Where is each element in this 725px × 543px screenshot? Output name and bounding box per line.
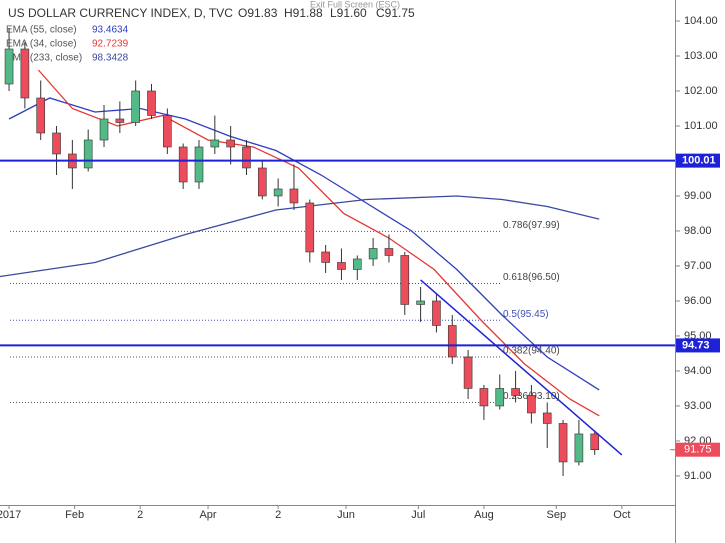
x-tick-label: Oct bbox=[613, 509, 630, 521]
x-tick-label: 2 bbox=[137, 509, 143, 521]
candle-body bbox=[558, 423, 568, 463]
y-tick-label: 96.00 bbox=[684, 295, 712, 307]
candle-body bbox=[590, 433, 600, 451]
last-price-tag bbox=[676, 442, 720, 457]
candle-body bbox=[289, 188, 299, 204]
candle-body bbox=[226, 139, 235, 148]
candle-body bbox=[4, 48, 14, 85]
x-tick-label: Sep bbox=[546, 509, 566, 521]
candle-body bbox=[178, 146, 188, 183]
candle-body bbox=[542, 412, 552, 424]
y-tick-label: 103.00 bbox=[684, 50, 718, 62]
candle-body bbox=[400, 255, 410, 305]
y-tick-label: 102.00 bbox=[684, 85, 718, 97]
price-tag bbox=[676, 338, 720, 353]
legend-value: 92.7239 bbox=[92, 39, 129, 50]
candle-body bbox=[305, 202, 315, 253]
candle-body bbox=[273, 188, 283, 197]
candle-body bbox=[242, 146, 251, 169]
y-tick-label: 101.00 bbox=[684, 120, 718, 132]
exit-fullscreen[interactable]: Exit Full Screen (ESC) bbox=[310, 0, 400, 9]
legend-name: EMA (34, close) bbox=[6, 39, 77, 50]
candle-body bbox=[36, 97, 46, 134]
candle-body bbox=[337, 262, 346, 270]
candle-body bbox=[463, 356, 473, 389]
price-tag bbox=[676, 153, 720, 168]
trendline bbox=[420, 279, 623, 456]
x-tick-label: Aug bbox=[474, 509, 494, 521]
candle-body bbox=[416, 300, 425, 305]
candle-body bbox=[99, 118, 109, 141]
price-tag-label: 100.01 bbox=[682, 155, 716, 167]
fib-label: 0.5(95.45) bbox=[503, 309, 549, 320]
candle-body bbox=[194, 146, 204, 183]
ema-line bbox=[37, 69, 600, 417]
candle-body bbox=[384, 248, 394, 256]
candle-body bbox=[131, 90, 140, 123]
fib-label: 0.382(94.40) bbox=[503, 346, 560, 357]
fib-label: 0.618(96.50) bbox=[503, 272, 560, 283]
x-tick-label: Jun bbox=[337, 509, 355, 521]
x-tick-label: Jul bbox=[411, 509, 425, 521]
y-tick-label: 98.00 bbox=[684, 225, 712, 237]
candle-body bbox=[52, 132, 61, 155]
candle-body bbox=[432, 300, 441, 326]
ema-line bbox=[8, 97, 600, 391]
plot-bg bbox=[0, 0, 675, 505]
ema-line bbox=[0, 195, 600, 278]
ohlc-value: C91.75 bbox=[376, 6, 415, 20]
candle-body bbox=[20, 48, 30, 99]
y-tick-label: 104.00 bbox=[684, 15, 718, 27]
legend-name: EMA (233, close) bbox=[6, 53, 82, 64]
chart-title: US DOLLAR CURRENCY INDEX, D, TVC bbox=[8, 6, 233, 20]
candle-body bbox=[574, 433, 584, 463]
candle-body bbox=[163, 115, 172, 148]
y-tick-label: 97.00 bbox=[684, 260, 712, 272]
candle-body bbox=[83, 139, 93, 169]
y-tick-label: 99.00 bbox=[684, 190, 712, 202]
ohlc-value: O91.83 bbox=[238, 6, 278, 20]
y-tick-label: 94.00 bbox=[684, 365, 712, 377]
legend-value: 98.3428 bbox=[92, 53, 129, 64]
candle-body bbox=[258, 167, 267, 197]
price-tag-label: 94.73 bbox=[682, 339, 710, 351]
candle-body bbox=[147, 90, 156, 116]
ohlc-value: H91.88 bbox=[284, 6, 323, 20]
y-tick-label: 93.00 bbox=[684, 400, 712, 412]
candle-body bbox=[368, 248, 378, 260]
x-tick-label: 2017 bbox=[0, 509, 21, 521]
candle-body bbox=[511, 388, 520, 396]
ohlc-value: L91.60 bbox=[330, 6, 367, 20]
candle-body bbox=[321, 251, 330, 263]
last-price-label: 91.75 bbox=[684, 444, 712, 456]
x-tick-label: Feb bbox=[65, 509, 84, 521]
candle-body bbox=[210, 139, 220, 148]
candle-body bbox=[115, 118, 125, 123]
candle-body bbox=[352, 258, 362, 270]
candle-body bbox=[495, 388, 505, 407]
x-tick-label: 2 bbox=[275, 509, 281, 521]
fib-label: 0.786(97.99) bbox=[503, 220, 560, 231]
legend-value: 93.4634 bbox=[92, 25, 129, 36]
legend-name: EMA (55, close) bbox=[6, 25, 77, 36]
candle-body bbox=[479, 388, 489, 407]
y-tick-label: 91.00 bbox=[684, 470, 712, 482]
candle-body bbox=[527, 395, 536, 414]
candle-body bbox=[447, 325, 457, 358]
x-tick-label: Apr bbox=[199, 509, 216, 521]
